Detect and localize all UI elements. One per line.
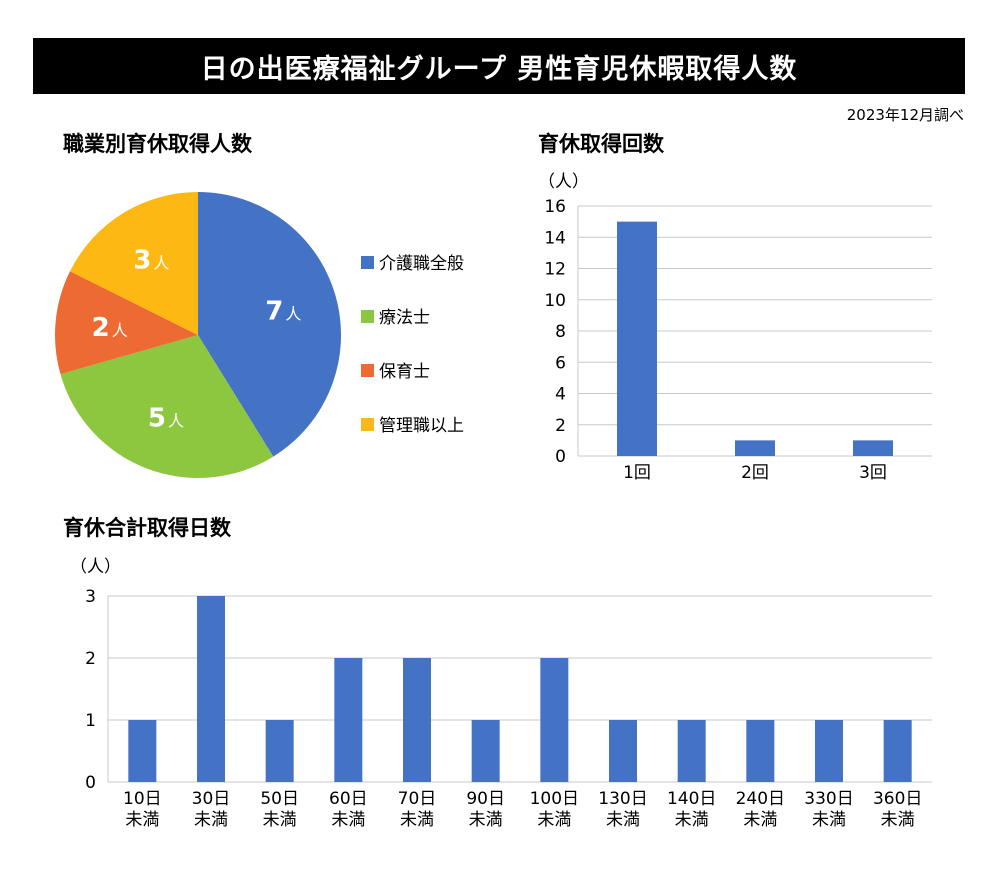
- legend-label: 介護職全般: [379, 254, 464, 274]
- x-tick-label: 30日未満: [192, 789, 231, 830]
- x-tick-label: 60日未満: [329, 789, 368, 830]
- bar: [746, 720, 775, 782]
- x-tick-label: 240日未満: [736, 789, 785, 830]
- bar: [735, 440, 775, 456]
- pie-slice: [55, 271, 199, 375]
- pie-slice: [60, 335, 274, 478]
- x-tick-label: 90日未満: [466, 789, 505, 830]
- y-tick-label: 2: [555, 416, 566, 436]
- y-axis-unit-label: （人）: [70, 557, 121, 577]
- survey-date-note: 2023年12月調べ: [846, 106, 964, 124]
- pie-chart-title: 職業別育休取得人数: [63, 132, 252, 156]
- y-tick-label: 10: [544, 291, 566, 311]
- y-axis-unit-label: （人）: [538, 172, 589, 192]
- bar: [815, 720, 843, 782]
- x-tick-label: 70日未満: [398, 789, 437, 830]
- x-tick-label: 130日未満: [598, 789, 647, 830]
- bar: [403, 658, 431, 782]
- y-tick-label: 0: [85, 773, 96, 793]
- x-tick-label: 50日未満: [260, 789, 299, 830]
- legend-swatch: [361, 310, 374, 323]
- legend-label: 療法士: [379, 308, 430, 328]
- y-tick-label: 8: [555, 322, 566, 342]
- days-bar-chart: 0 1 2 3 （人） 10日未満 30日未満 50日未満 60日未満 70日未満 90日未満 100…: [70, 557, 932, 830]
- y-tick-label: 2: [85, 649, 96, 669]
- legend-label: 保育士: [379, 362, 430, 382]
- y-tick-label: 1: [85, 711, 96, 731]
- bar: [609, 720, 637, 782]
- x-tick-label: 330日未満: [804, 789, 853, 830]
- legend-swatch: [361, 364, 374, 377]
- count-bar-chart: 0 2 4 6 8 10 12 14 16 （人） 1回 2回 3回: [538, 172, 932, 483]
- bar: [540, 658, 569, 782]
- x-tick-label: 3回: [859, 463, 887, 483]
- days-chart-title: 育休合計取得日数: [63, 516, 231, 540]
- x-tick-label: 360日未満: [873, 789, 922, 830]
- bar: [853, 440, 893, 456]
- page-title: 日の出医療福祉グループ 男性育児休暇取得人数: [33, 38, 965, 94]
- pie-slice: [69, 192, 199, 335]
- legend-swatch: [361, 418, 374, 431]
- y-tick-label: 0: [555, 447, 566, 467]
- bar: [883, 720, 912, 782]
- x-tick-label: 100日未満: [530, 789, 579, 830]
- legend-label: 管理職以上: [379, 416, 464, 436]
- pie-chart: 7 人 5 人 2 人 3 人: [55, 192, 341, 478]
- y-tick-label: 14: [544, 228, 566, 248]
- pie-slice: [198, 192, 341, 457]
- bar: [471, 720, 500, 782]
- bar: [677, 720, 706, 782]
- y-tick-label: 16: [544, 197, 566, 217]
- bar: [617, 221, 657, 456]
- count-chart-title: 育休取得回数: [538, 132, 664, 156]
- legend-swatch: [361, 256, 374, 269]
- y-tick-label: 3: [85, 587, 96, 607]
- x-tick-label: 10日未満: [123, 789, 162, 830]
- x-tick-label: 140日未満: [667, 789, 716, 830]
- x-tick-label: 2回: [741, 463, 769, 483]
- x-tick-label: 1回: [623, 463, 651, 483]
- y-tick-label: 12: [544, 260, 566, 280]
- y-tick-label: 4: [555, 385, 566, 405]
- bar: [334, 658, 363, 782]
- y-tick-label: 6: [555, 353, 566, 373]
- bar: [265, 720, 294, 782]
- bar: [128, 720, 157, 782]
- bar: [197, 596, 225, 782]
